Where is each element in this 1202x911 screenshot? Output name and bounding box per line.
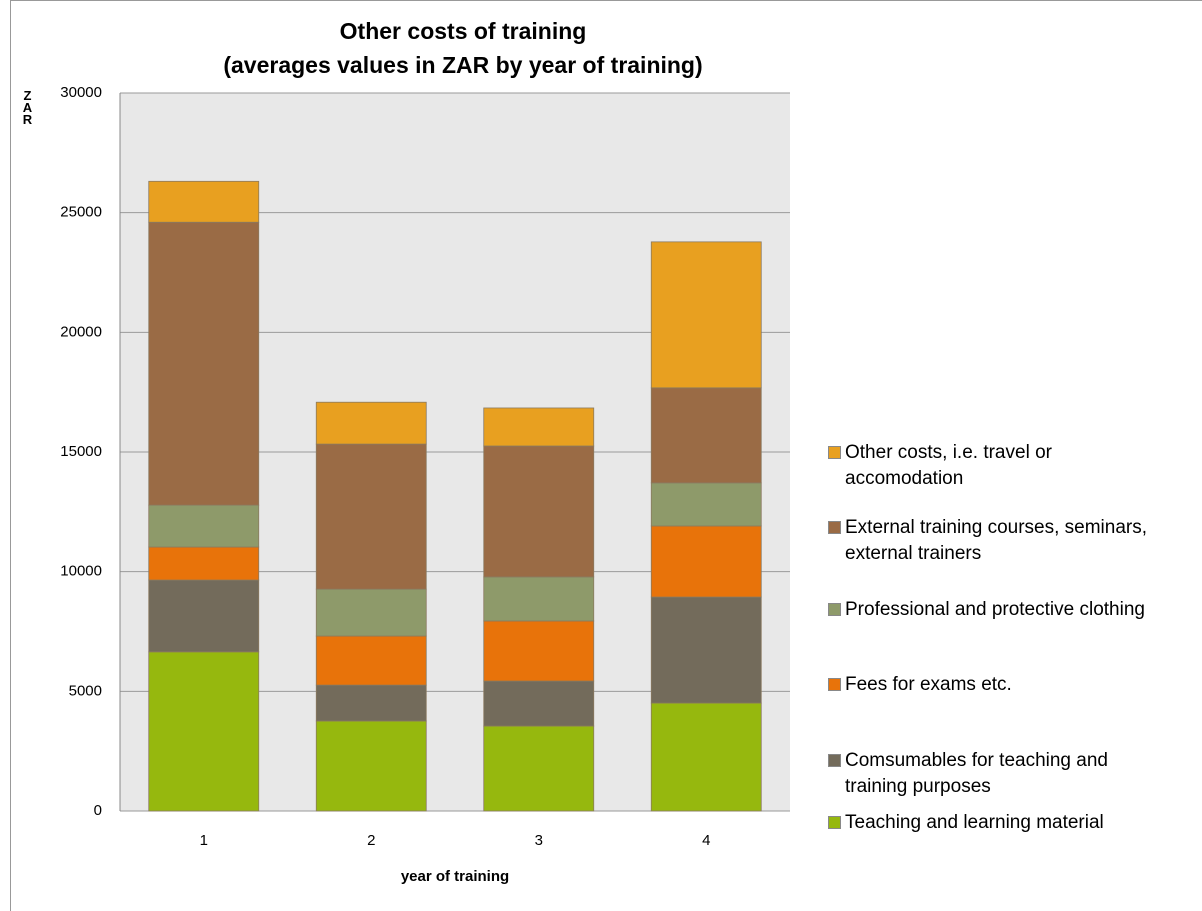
legend-item: Teaching and learning material <box>828 810 1168 836</box>
legend-swatch <box>828 521 841 534</box>
bar-segment <box>483 576 595 622</box>
legend-item: Fees for exams etc. <box>828 672 1168 698</box>
bar-segment <box>483 620 595 682</box>
bar-segment <box>315 443 427 590</box>
bar-segment <box>148 180 260 223</box>
bar-segment <box>650 241 762 389</box>
x-tick-label: 4 <box>702 832 710 849</box>
bar-segment <box>148 579 260 653</box>
bar-segment <box>483 725 595 812</box>
x-tick-label: 3 <box>535 832 543 849</box>
y-tick-label: 0 <box>94 802 102 819</box>
bar-segment <box>148 546 260 581</box>
y-tick-label: 10000 <box>60 563 102 580</box>
bar-segment <box>483 680 595 727</box>
bar-segment <box>650 482 762 527</box>
bar-segment <box>650 596 762 704</box>
bar-segment <box>315 401 427 445</box>
bar-segment <box>483 407 595 447</box>
x-tick-label: 1 <box>200 832 208 849</box>
chart-subtitle: (averages values in ZAR by year of train… <box>223 52 702 78</box>
bar-segment <box>315 720 427 812</box>
legend-item: Comsumables for teaching and training pu… <box>828 748 1168 800</box>
legend-swatch <box>828 446 841 459</box>
legend-label: Fees for exams etc. <box>845 674 1012 695</box>
bar-segment <box>148 221 260 506</box>
legend-swatch <box>828 678 841 691</box>
x-axis-label: year of training <box>401 868 509 885</box>
legend-item: Professional and protective clothing <box>828 597 1168 623</box>
y-tick-label: 20000 <box>60 323 102 340</box>
x-tick-label: 2 <box>367 832 375 849</box>
chart-border <box>10 0 1202 911</box>
y-tick-label: 30000 <box>60 84 102 101</box>
legend-label: Other costs, i.e. travel or accomodation <box>845 442 1052 489</box>
legend-label: Comsumables for teaching and training pu… <box>845 750 1108 797</box>
bar-segment <box>650 525 762 598</box>
bar-segment <box>315 588 427 637</box>
bar-segment <box>483 445 595 578</box>
legend-item: Other costs, i.e. travel or accomodation <box>828 440 1168 492</box>
chart-title: Other costs of training <box>340 18 587 44</box>
legend-label: Teaching and learning material <box>845 812 1104 833</box>
bar-segment <box>148 504 260 548</box>
legend-swatch <box>828 816 841 829</box>
legend-swatch <box>828 603 841 616</box>
y-axis-label: ZAR <box>20 88 35 124</box>
bar-segment <box>315 684 427 722</box>
bar-segment <box>650 702 762 812</box>
legend-swatch <box>828 754 841 767</box>
y-tick-label: 15000 <box>60 443 102 460</box>
legend-label: External training courses, seminars, ext… <box>845 517 1148 564</box>
legend-item: External training courses, seminars, ext… <box>828 515 1168 567</box>
y-tick-label: 25000 <box>60 204 102 221</box>
bar-segment <box>650 387 762 484</box>
y-tick-label: 5000 <box>69 682 102 699</box>
legend-label: Professional and protective clothing <box>845 599 1145 620</box>
bar-segment <box>315 635 427 686</box>
bar-segment <box>148 651 260 812</box>
